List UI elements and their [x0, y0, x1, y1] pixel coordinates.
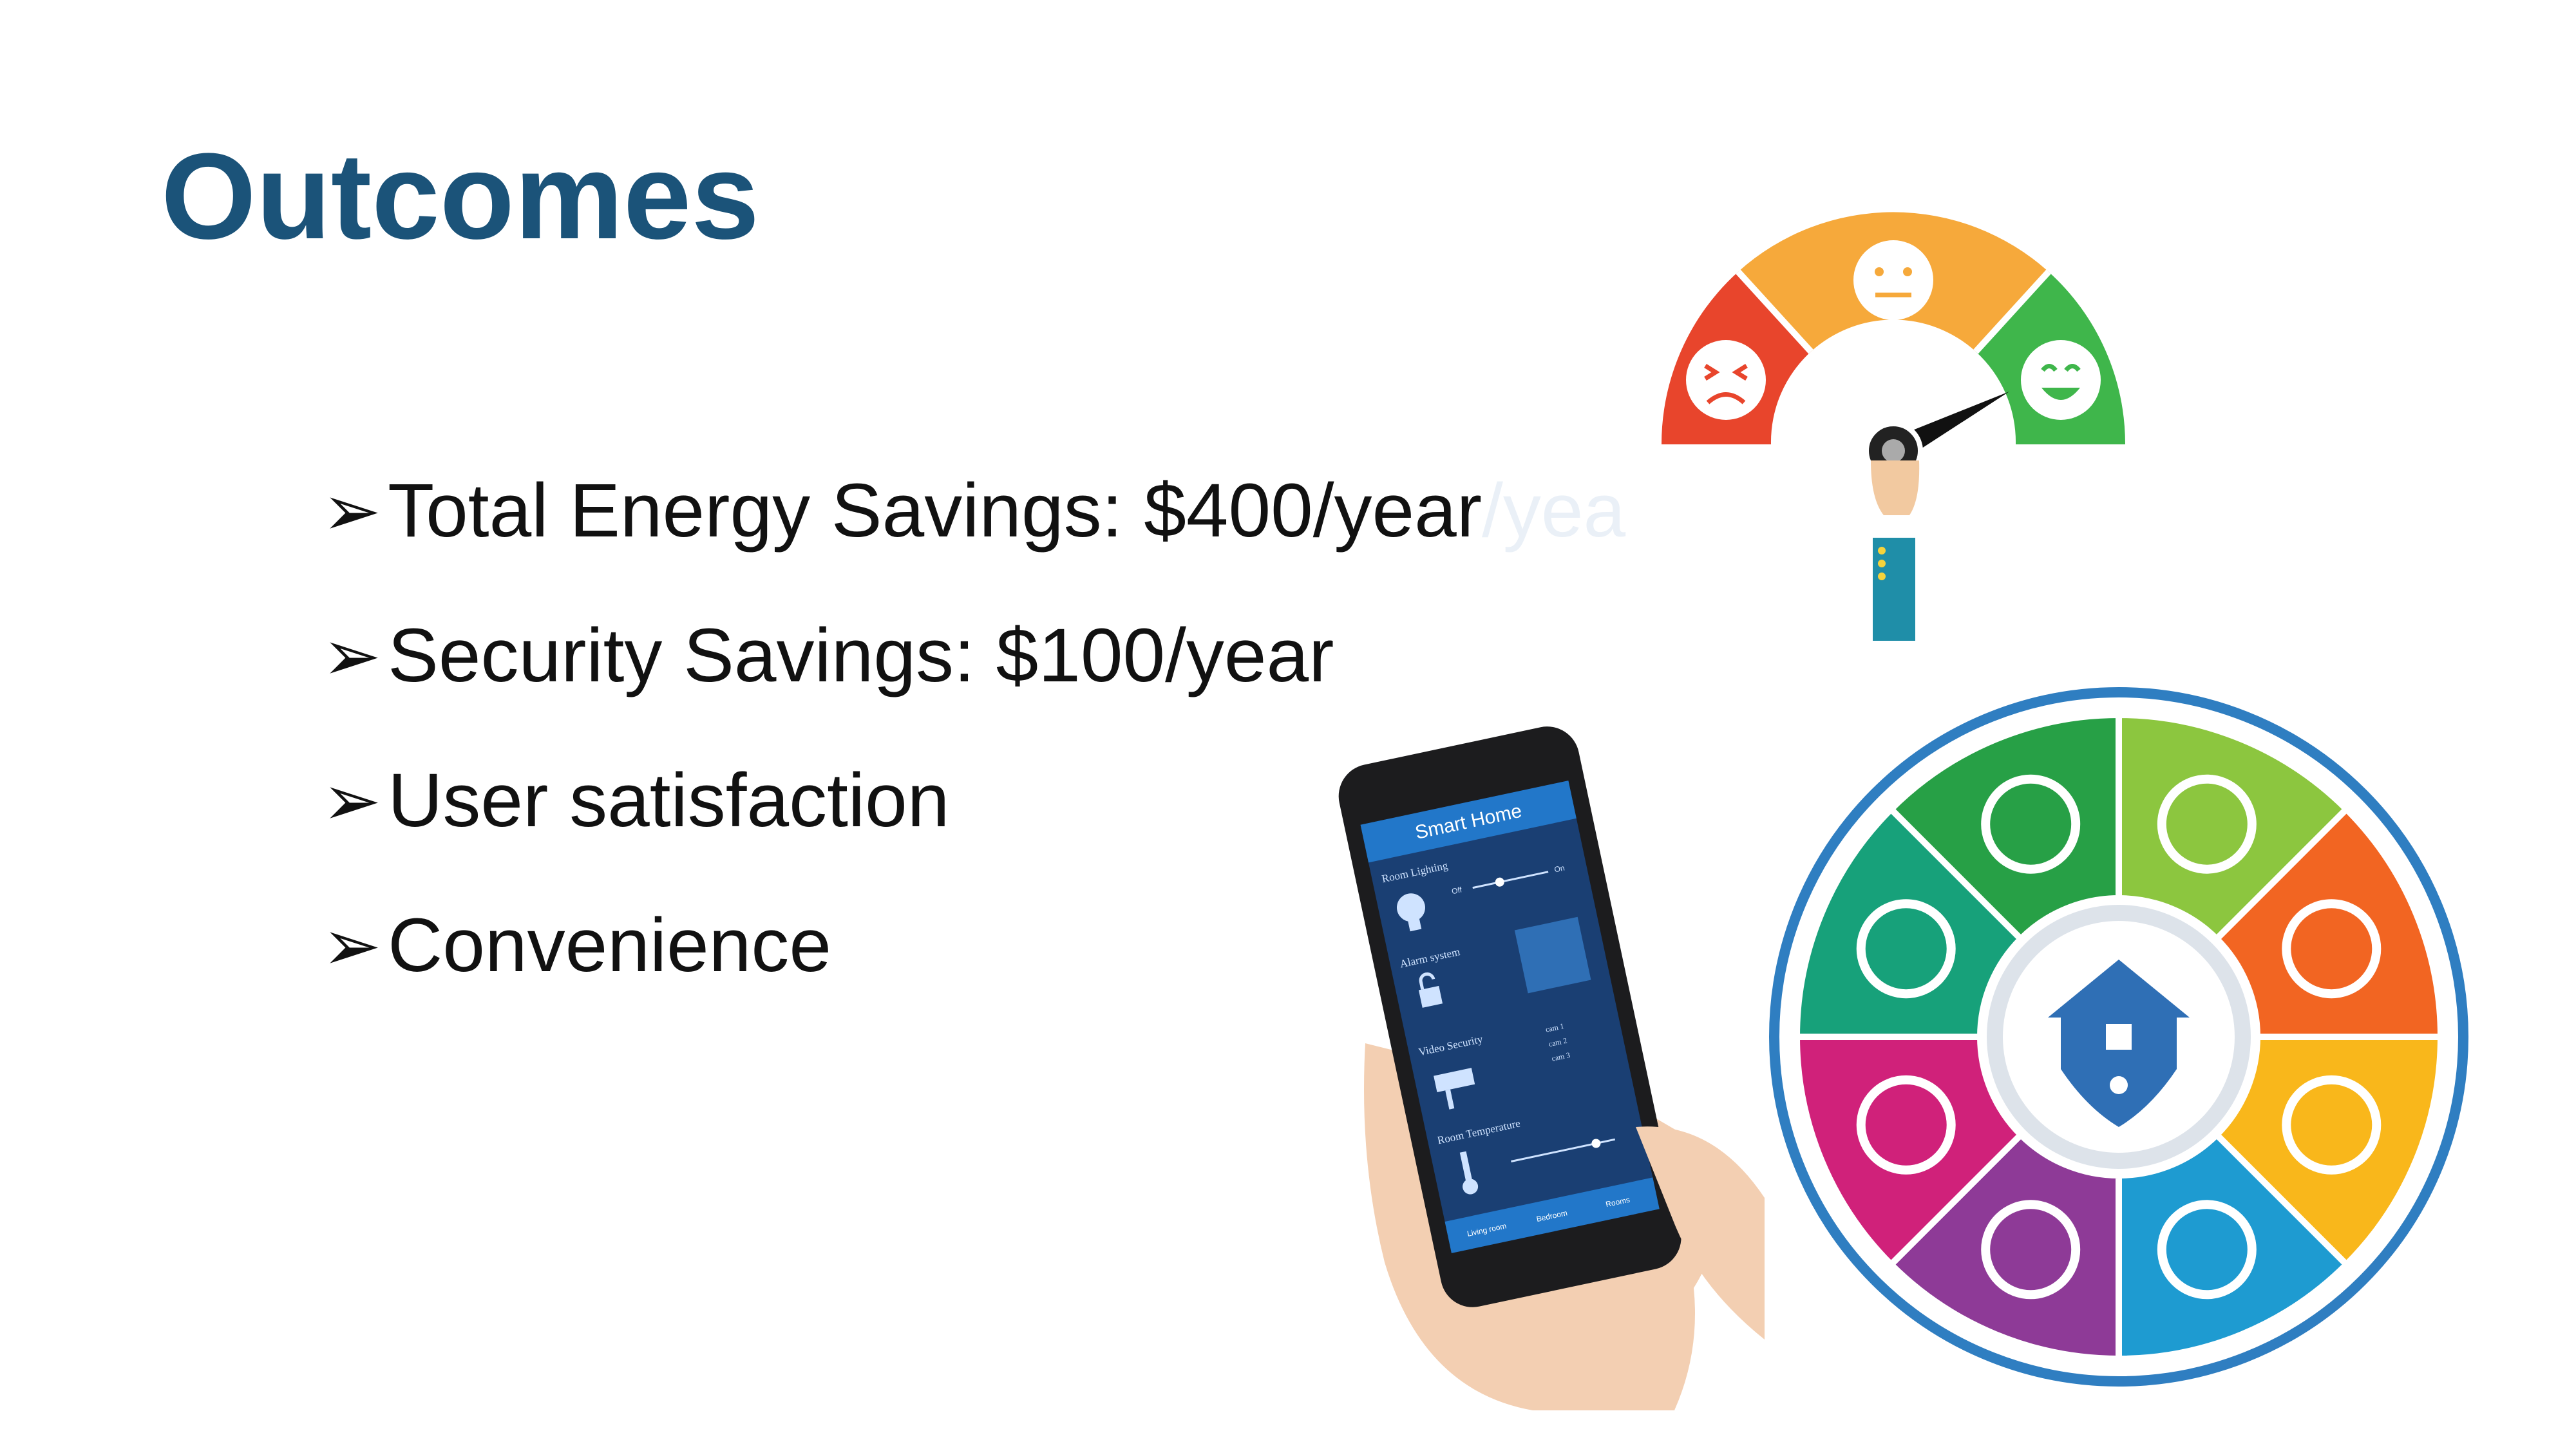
- alarm-keypad[interactable]: [1514, 916, 1591, 994]
- lighting-slider-handle[interactable]: [1494, 876, 1505, 887]
- sad-face-icon: [1686, 340, 1766, 420]
- arrow-bullet-icon: ➢: [322, 614, 382, 697]
- thermometer-icon: [1459, 1151, 1479, 1195]
- bullet-list: ➢ Total Energy Savings: $400/year /yea ➢…: [322, 438, 1625, 1018]
- camera-icon-segment: [2211, 1034, 2445, 1269]
- bullet-text: Total Energy Savings: $400/year: [388, 468, 1482, 553]
- heater-icon-segment: [2116, 711, 2351, 944]
- neutral-face-icon: [1853, 240, 1933, 320]
- toggle-on-label: On: [1553, 863, 1566, 874]
- arrow-bullet-icon: ➢: [322, 904, 382, 987]
- arrow-bullet-icon: ➢: [322, 759, 382, 842]
- bullet-text: Convenience: [388, 902, 831, 988]
- arrow-bullet-icon: ➢: [322, 469, 382, 552]
- smart-home-phone-illustration: Smart Home Room Lighting Off On Alarm sy…: [1338, 726, 1765, 1410]
- temperature-slider-handle[interactable]: [1591, 1138, 1602, 1149]
- fan-icon-segment: [2116, 1130, 2351, 1363]
- faucet-icon: [1981, 774, 2081, 874]
- padlock-icon: [1418, 972, 1443, 1008]
- fan-icon: [2157, 1200, 2257, 1300]
- bullet-text: Security Savings: $100/year: [388, 612, 1334, 698]
- floor-plan-icon: [2282, 899, 2382, 999]
- ghost-text: /yea: [1482, 468, 1626, 553]
- bullet-convenience: ➢ Convenience: [322, 873, 1625, 1018]
- cam-1-label: cam 1: [1545, 1021, 1565, 1034]
- bullet-security-savings: ➢ Security Savings: $100/year: [322, 583, 1625, 728]
- slide-title: Outcomes: [161, 128, 760, 265]
- map-pin-icon-segment: [1886, 1130, 2122, 1363]
- cam-2-label: cam 2: [1548, 1036, 1567, 1049]
- camera-icon: [2282, 1075, 2382, 1175]
- lightbulb-icon: [1396, 893, 1425, 932]
- bullet-user-satisfaction: ➢ User satisfaction: [322, 728, 1625, 873]
- pointing-finger: [1636, 1126, 1765, 1340]
- map-pin-icon: [1981, 1200, 2081, 1300]
- house-window-icon: [2106, 1024, 2132, 1050]
- bullet-text: User satisfaction: [388, 757, 950, 843]
- bullet-energy-savings: ➢ Total Energy Savings: $400/year /yea: [322, 438, 1625, 583]
- floor-plan-icon-segment: [2211, 804, 2445, 1040]
- lightbulb-icon: [1856, 1075, 1956, 1175]
- toggle-off-label: Off: [1451, 885, 1463, 896]
- lock-icon-segment: [1793, 804, 2026, 1040]
- faucet-icon-segment: [1886, 711, 2122, 944]
- hand-holding-dial-icon: [1871, 460, 1920, 641]
- keyhole-icon: [2110, 1076, 2128, 1094]
- phone-screen: [1360, 781, 1660, 1253]
- security-camera-icon: [1434, 1068, 1475, 1110]
- lock-icon: [1856, 899, 1956, 999]
- lightbulb-icon-segment: [1793, 1034, 2026, 1269]
- heater-icon: [2157, 774, 2257, 874]
- happy-face-icon: [2021, 340, 2101, 420]
- satisfaction-gauge-illustration: [1661, 212, 2126, 641]
- cam-3-label: cam 3: [1551, 1050, 1571, 1063]
- smart-home-wheel-illustration: [1769, 687, 2468, 1387]
